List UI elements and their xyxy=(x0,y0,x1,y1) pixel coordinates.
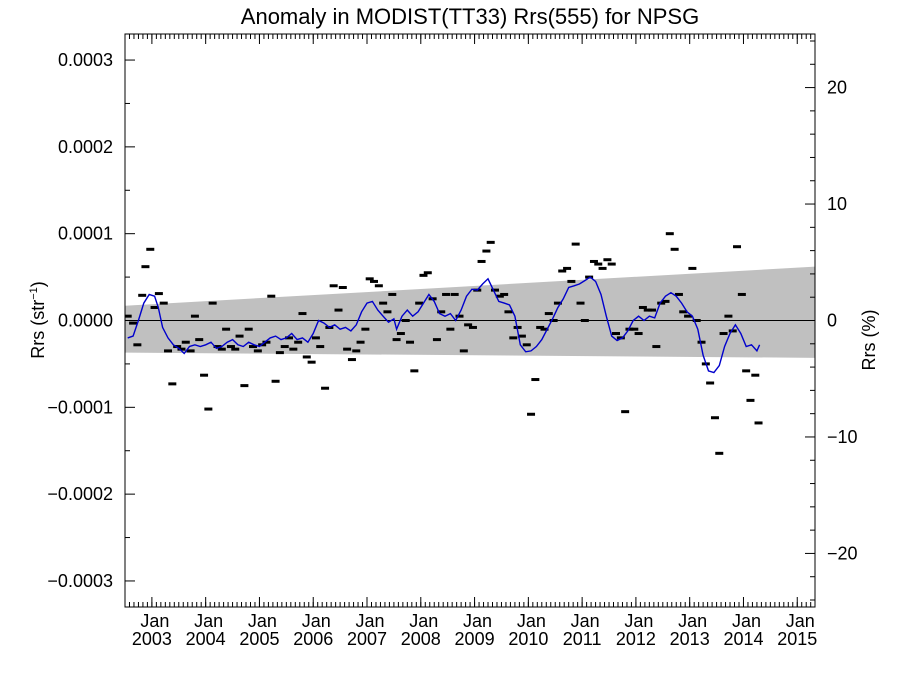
x-tick-month: Jan xyxy=(678,611,707,631)
x-tick-year: 2015 xyxy=(777,629,817,649)
x-tick-year: 2009 xyxy=(455,629,495,649)
x-tick-month: Jan xyxy=(624,611,653,631)
right-tick-label: −10 xyxy=(827,427,858,447)
x-tick-year: 2007 xyxy=(347,629,387,649)
right-tick-label: −20 xyxy=(827,543,858,563)
x-tick-year: 2006 xyxy=(293,629,333,649)
x-tick-month: Jan xyxy=(786,611,815,631)
x-tick-month: Jan xyxy=(248,611,277,631)
right-tick-label: 0 xyxy=(827,311,837,331)
x-tick-year: 2004 xyxy=(186,629,226,649)
x-tick-year: 2012 xyxy=(616,629,656,649)
x-tick-month: Jan xyxy=(355,611,384,631)
x-tick-year: 2005 xyxy=(239,629,279,649)
chart-title: Anomaly in MODIST(TT33) Rrs(555) for NPS… xyxy=(241,4,699,29)
x-tick-month: Jan xyxy=(140,611,169,631)
y-axis-label-left-superscript: −1 xyxy=(28,287,40,300)
y-axis-label-left-close: ) xyxy=(28,281,48,287)
x-tick-year: 2014 xyxy=(723,629,763,649)
x-tick-year: 2003 xyxy=(132,629,172,649)
right-tick-label: 10 xyxy=(827,194,847,214)
plot-area xyxy=(125,232,815,455)
left-tick-label: 0.0002 xyxy=(58,137,113,157)
x-tick-month: Jan xyxy=(409,611,438,631)
x-tick-month: Jan xyxy=(732,611,761,631)
axes: 0.0003 0.0002 0.0001 0.0000 −0.0001 −0.0002 −0… xyxy=(47,33,858,649)
y-axis-label-left: Rrs (str−1) xyxy=(28,281,48,359)
x-tick-year: 2011 xyxy=(563,629,602,649)
x-tick-year: 2008 xyxy=(401,629,441,649)
x-tick-month: Jan xyxy=(463,611,492,631)
y-axis-label-left-text: Rrs (str xyxy=(28,300,48,359)
plot-clip-group xyxy=(125,232,815,455)
smoothed-line xyxy=(127,276,761,374)
left-tick-label: 0.0001 xyxy=(58,224,113,244)
x-tick-month: Jan xyxy=(194,611,223,631)
uncertainty-band xyxy=(125,266,815,358)
right-tick-label: 20 xyxy=(827,78,847,98)
left-tick-label: 0.0003 xyxy=(58,50,113,70)
x-tick-month: Jan xyxy=(571,611,600,631)
x-tick-month: Jan xyxy=(517,611,546,631)
x-tick-month: Jan xyxy=(302,611,331,631)
left-tick-label: −0.0001 xyxy=(47,397,113,417)
left-tick-label: −0.0002 xyxy=(47,484,113,504)
x-tick-year: 2013 xyxy=(670,629,710,649)
y-axis-label-right: Rrs (%) xyxy=(859,310,879,371)
left-tick-label: −0.0003 xyxy=(47,571,113,591)
left-tick-label: 0.0000 xyxy=(58,311,113,331)
x-tick-year: 2010 xyxy=(508,629,548,649)
